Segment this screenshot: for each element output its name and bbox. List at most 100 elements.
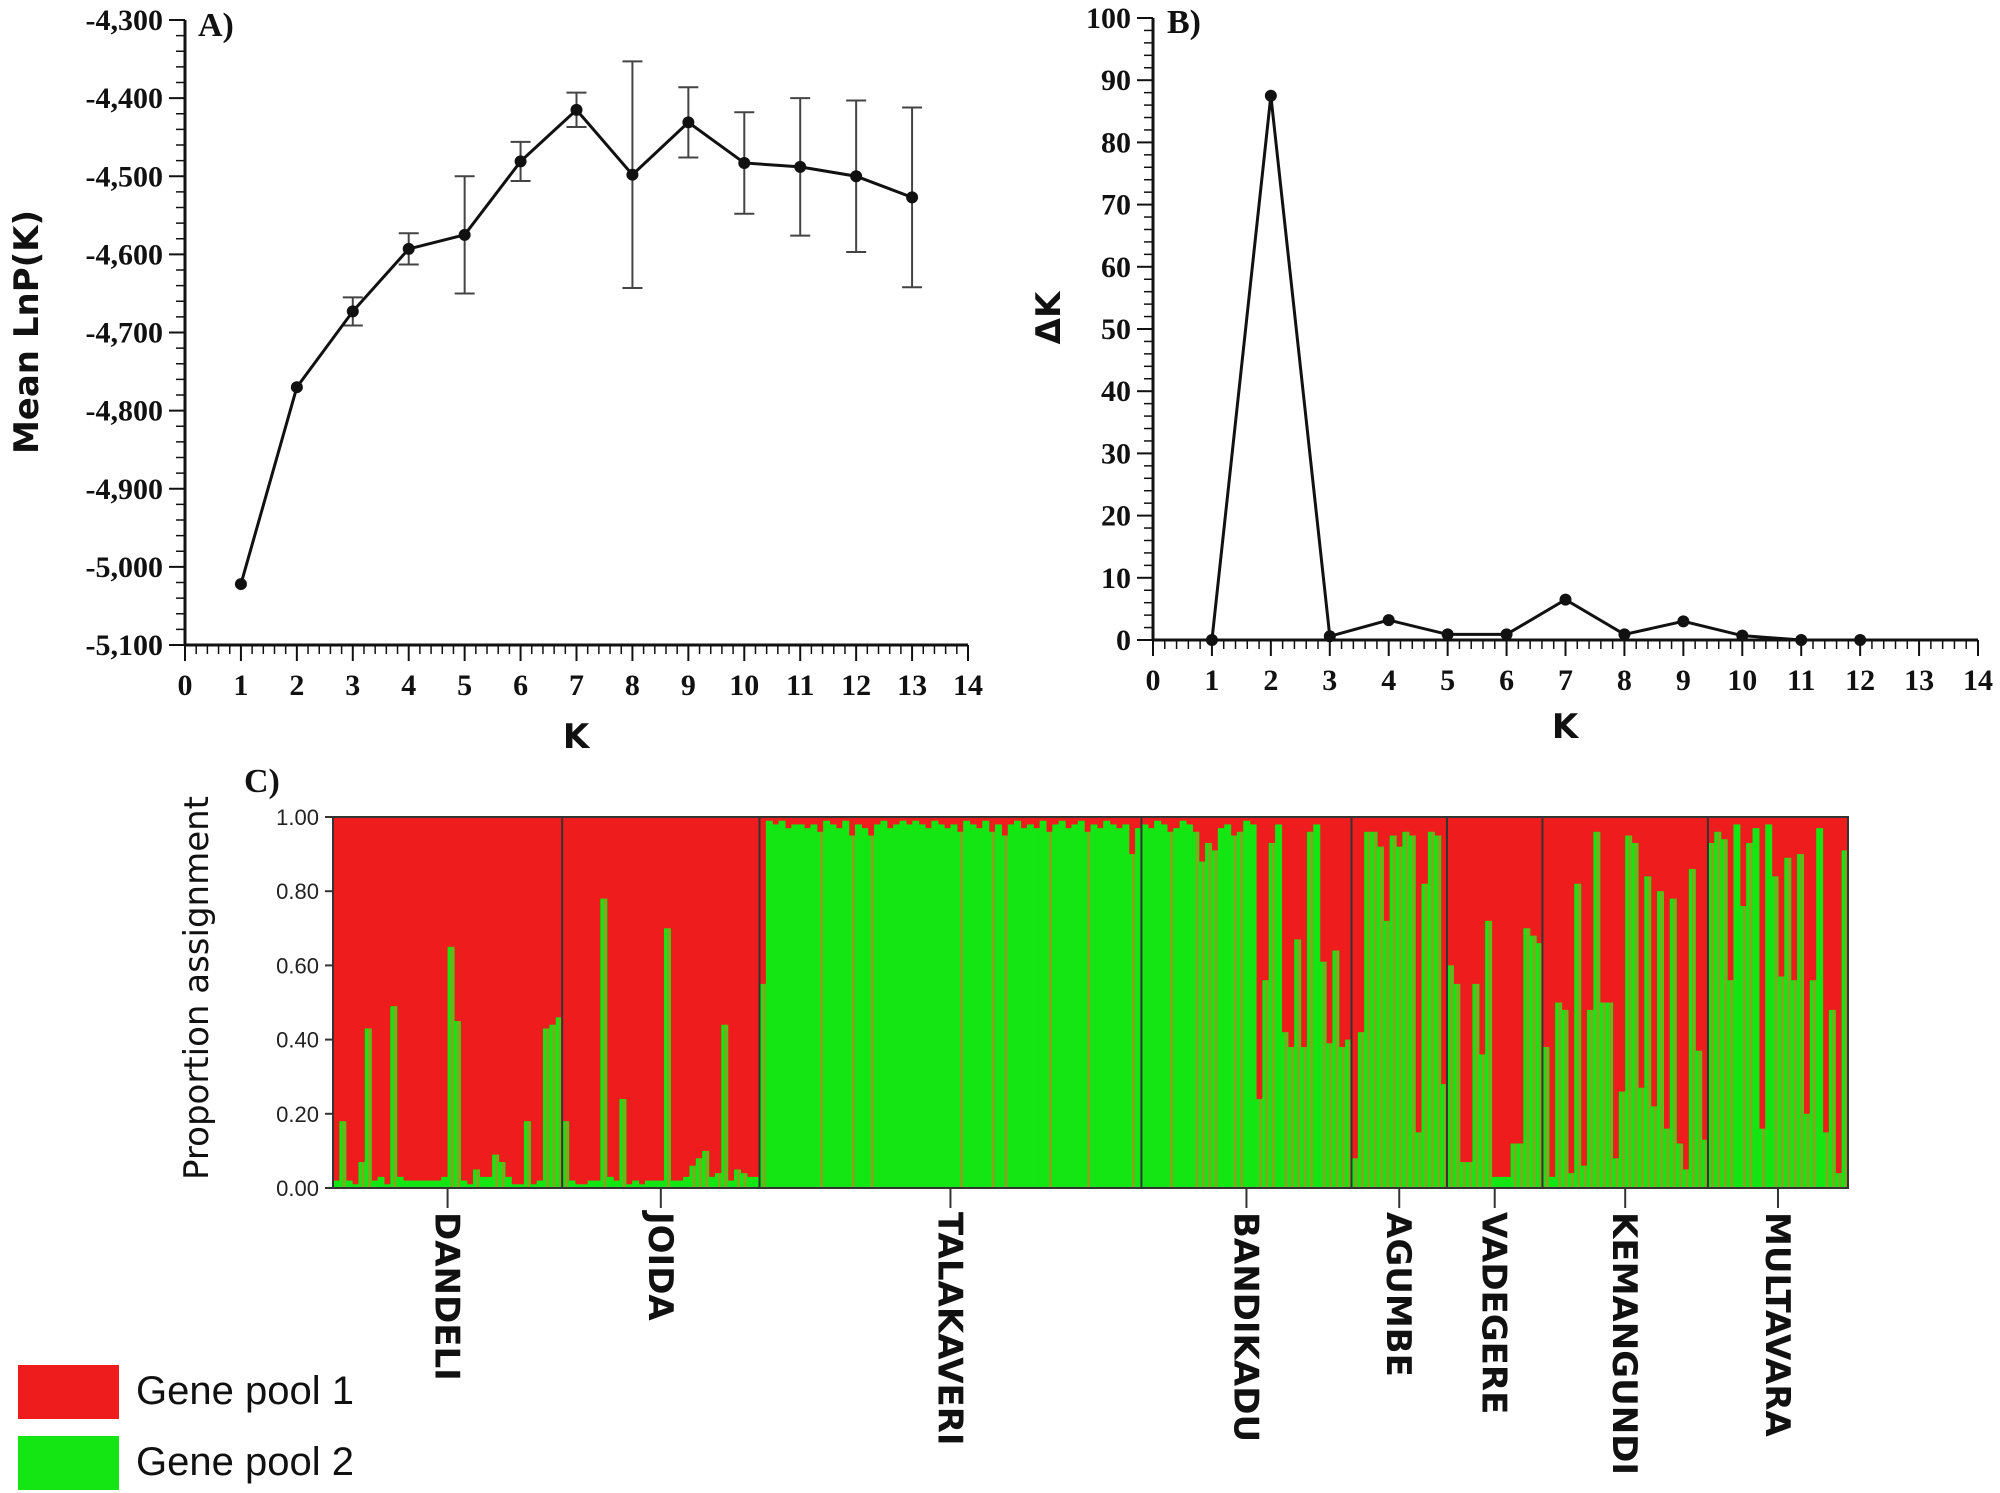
panel-a-data-point xyxy=(402,242,415,255)
panel-b-x-tick-label: 8 xyxy=(1617,664,1632,697)
panel-c-individual-edge xyxy=(991,831,995,1188)
panel-b-y-tick-label: 100 xyxy=(1086,2,1131,35)
panel-c-individual-bar xyxy=(778,820,786,1188)
panel-c-individual-edge xyxy=(450,946,454,1188)
panel-b-chart: B) 0 1 2 3 4 5 6 7 8 9 10 11 12 13 1401020304050607080… xyxy=(1029,2,1993,747)
panel-c-individual-edge xyxy=(1596,831,1600,1188)
panel-c-individual-bar xyxy=(1026,824,1034,1188)
panel-a-x-tick-label: 11 xyxy=(786,669,814,702)
panel-c-individual-edge xyxy=(1392,835,1396,1188)
panel-c-individual-bar xyxy=(1217,828,1225,1188)
panel-c-individual-bar xyxy=(854,824,862,1188)
panel-c-individual-edge xyxy=(1367,831,1371,1188)
panel-c-individual-bar xyxy=(1033,828,1041,1188)
panel-b-x-tick-label: 3 xyxy=(1322,664,1337,697)
panel-c-population-label: DANDELI xyxy=(427,1212,467,1381)
panel-c-individual-edge xyxy=(1291,1047,1294,1188)
panel-a-x-tick-label: 9 xyxy=(681,669,696,702)
legend-swatch-gene-pool-2 xyxy=(18,1436,119,1490)
panel-c-individual-edge xyxy=(743,1173,747,1188)
panel-a-y-tick-label: -4,800 xyxy=(86,395,164,428)
panel-c-population-label: VADEGERE xyxy=(1474,1212,1514,1414)
panel-c-individual-edge xyxy=(1723,839,1727,1188)
panel-c-individual-edge xyxy=(1259,1098,1263,1188)
panel-c-individual-edge xyxy=(1424,883,1428,1188)
panel-c-individual-edge xyxy=(1322,961,1326,1188)
panel-c-individual-edge xyxy=(960,831,963,1188)
panel-b-x-tick-label: 9 xyxy=(1676,664,1691,697)
panel-c-individual-bar xyxy=(581,1184,589,1188)
panel-c-individual-bar xyxy=(772,824,780,1188)
panel-c-population-label: MULTAVARA xyxy=(1757,1212,1797,1438)
panel-c-individual-bar xyxy=(708,1176,716,1188)
panel-c-individual-bar xyxy=(651,1180,659,1188)
panel-c-individual-edge xyxy=(546,1028,550,1188)
panel-b-data-point xyxy=(1736,629,1749,642)
panel-c-individual-edge xyxy=(1590,1009,1594,1188)
panel-c-individual-edge xyxy=(1647,876,1651,1188)
panel-c-individual-bar xyxy=(835,828,843,1188)
panel-a-x-tick-label: 1 xyxy=(233,669,248,702)
panel-c-individual-edge xyxy=(1838,1173,1842,1188)
panel-a-y-tick-label: -4,700 xyxy=(86,317,164,350)
panel-c-individual-edge xyxy=(368,1028,371,1188)
panel-c-individual-edge xyxy=(1825,1132,1829,1188)
panel-c-individual-edge xyxy=(1399,846,1403,1188)
panel-c-individual-edge xyxy=(1781,976,1785,1188)
panel-c-individual-edge xyxy=(1386,920,1390,1188)
panel-c-individual-edge xyxy=(1653,1106,1657,1188)
panel-c-individual-edge xyxy=(1411,835,1415,1188)
panel-b-y-axis-title: ΔK xyxy=(1029,290,1069,344)
panel-c-plot-frame xyxy=(332,816,1849,1189)
panel-a-series-line xyxy=(239,107,913,585)
panel-a-y-axis-title: Mean LnP(K) xyxy=(7,210,47,454)
panel-a-x-tick-label: 5 xyxy=(457,669,472,702)
panel-c-individual-edge xyxy=(1526,928,1530,1188)
panel-c-individual-edge xyxy=(1730,980,1734,1188)
panel-c-y-tick-label: 0.40 xyxy=(276,1028,319,1053)
panel-c-individual-bar xyxy=(975,828,983,1188)
panel-a-x-axis-title: K xyxy=(563,717,591,757)
panel-c-individual-bar xyxy=(504,1176,512,1188)
panel-c-individual-edge xyxy=(457,1021,460,1188)
panel-c-individual-edge xyxy=(1711,842,1715,1188)
panel-b-x-tick-label: 1 xyxy=(1204,664,1219,697)
panel-c-individual-bar xyxy=(1109,824,1117,1188)
panel-c-individual-edge xyxy=(762,983,766,1188)
panel-c-individual-edge xyxy=(1571,1173,1574,1188)
panel-c-individual-edge xyxy=(565,1121,569,1188)
panel-a-y-tick-label: -4,600 xyxy=(86,238,164,271)
panel-c-individual-edge xyxy=(1361,1032,1364,1188)
panel-c-individual-bar xyxy=(931,820,939,1188)
panel-c-individual-edge xyxy=(1233,835,1237,1188)
panel-c-individual-bar xyxy=(1179,820,1187,1188)
panel-c-individual-bar xyxy=(422,1180,430,1188)
panel-c-individual-edge xyxy=(1284,1032,1288,1188)
panel-b-x-tick-label: 2 xyxy=(1263,664,1278,697)
panel-b-data-point xyxy=(1264,89,1277,102)
panel-c-population-label: AGUMBE xyxy=(1378,1212,1418,1377)
panel-b-series-line xyxy=(1210,95,1861,642)
panel-b-data-point xyxy=(1382,614,1395,627)
panel-c-y-tick-label: 0.20 xyxy=(276,1102,319,1127)
panel-c-individual-edge xyxy=(1214,850,1218,1188)
panel-b-y-tick-label: 50 xyxy=(1101,313,1131,346)
panel-a-label: A) xyxy=(198,7,234,44)
panel-b-x-tick-label: 12 xyxy=(1845,664,1875,697)
panel-c-individual-edge xyxy=(1488,920,1492,1188)
panel-c-individual-bar xyxy=(1014,820,1022,1188)
panel-c-individual-edge xyxy=(851,835,855,1188)
panel-a-data-point xyxy=(906,191,919,204)
panel-c-individual-edge xyxy=(1297,939,1301,1188)
panel-c-individual-bar xyxy=(383,1184,391,1188)
panel-c-individual-bar xyxy=(727,1180,735,1188)
panel-c-individual-edge xyxy=(558,1017,562,1188)
panel-c-individual-edge xyxy=(1672,898,1676,1188)
panel-a-y-tick-label: -4,500 xyxy=(86,160,164,193)
panel-c-individual-bar xyxy=(396,1176,404,1188)
panel-c-individual-bar xyxy=(804,828,812,1188)
panel-c-individual-bar xyxy=(784,828,792,1188)
panel-c-individual-bar xyxy=(657,1180,665,1188)
panel-c-population-label: TALAKAVERI xyxy=(929,1212,969,1446)
panel-c-individual-bar xyxy=(428,1180,436,1188)
